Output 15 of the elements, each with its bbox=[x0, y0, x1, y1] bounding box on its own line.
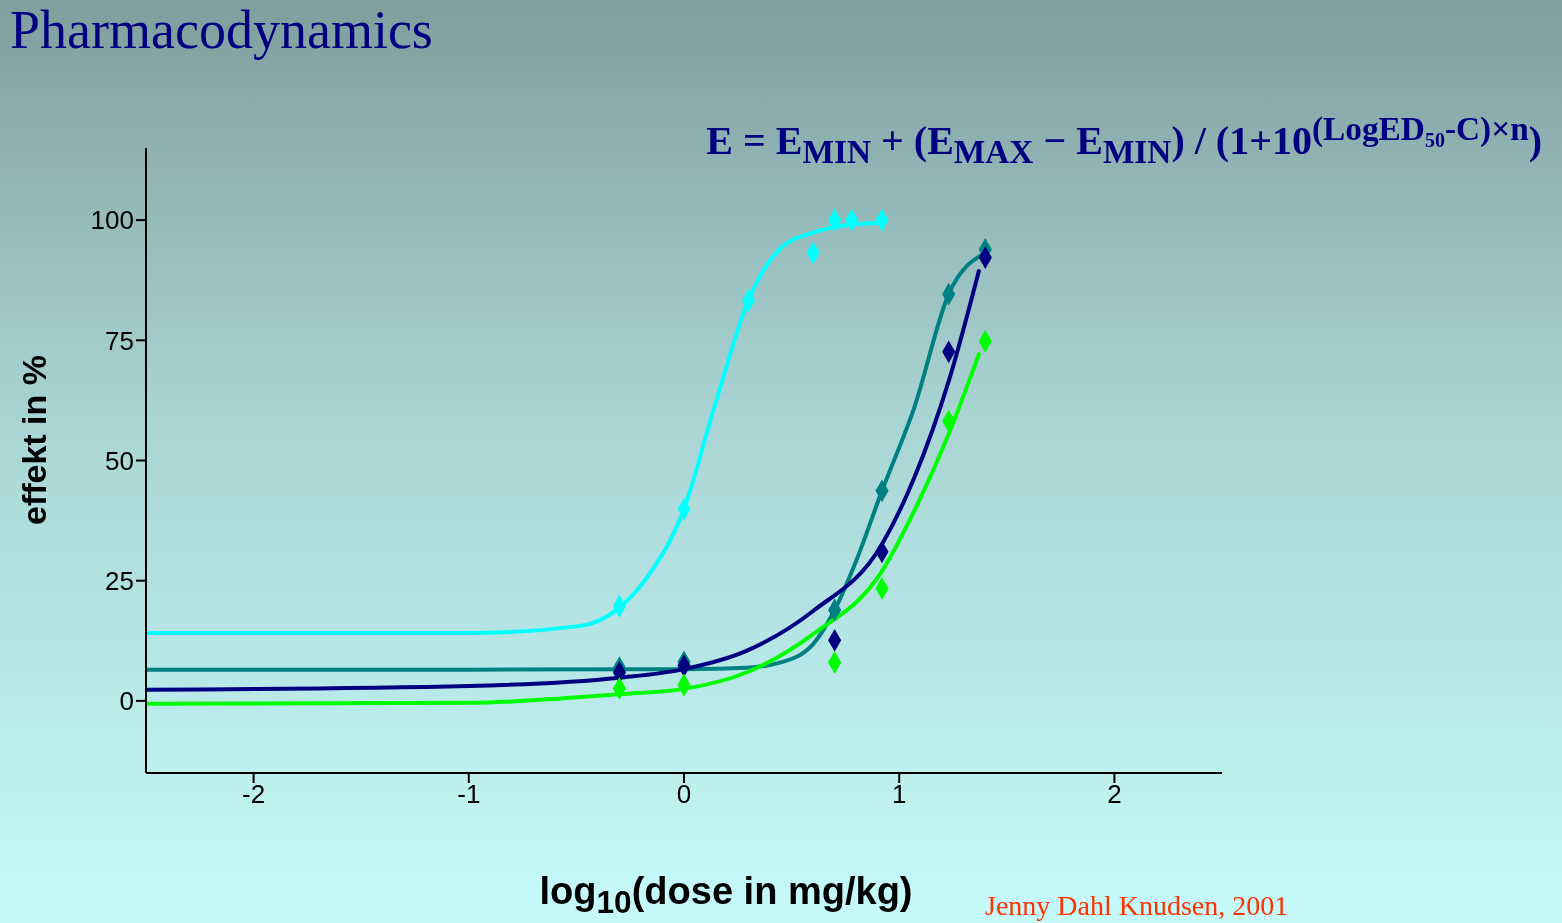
y-tick-label: 50 bbox=[105, 445, 134, 476]
x-tick-label: -2 bbox=[242, 779, 266, 810]
x-axis-title: log$_{10}$(dose in mg/kg) bbox=[539, 870, 913, 921]
text: E = E$_{MIN}$ + (E$_{MAX}$ − E$_{MIN}$) / (1+10$^{(LogED₅₀-C)×n}$) bbox=[706, 110, 1542, 171]
x-tick-label: 2 bbox=[1107, 779, 1122, 810]
x-tick-label: 0 bbox=[676, 779, 692, 810]
y-tick-label: 75 bbox=[105, 325, 134, 356]
y-tick-label: 0 bbox=[119, 686, 134, 717]
y-axis-title: effekt in % bbox=[14, 354, 54, 526]
y-tick-label: 100 bbox=[90, 205, 134, 236]
text: Jenny Dahl Knudsen, 2001 bbox=[985, 890, 1289, 922]
x-tick-label: 1 bbox=[891, 779, 907, 810]
y-tick-label: 25 bbox=[105, 565, 134, 596]
chart-title: Pharmacodynamics bbox=[10, 0, 433, 60]
x-tick-label: -1 bbox=[457, 779, 481, 810]
